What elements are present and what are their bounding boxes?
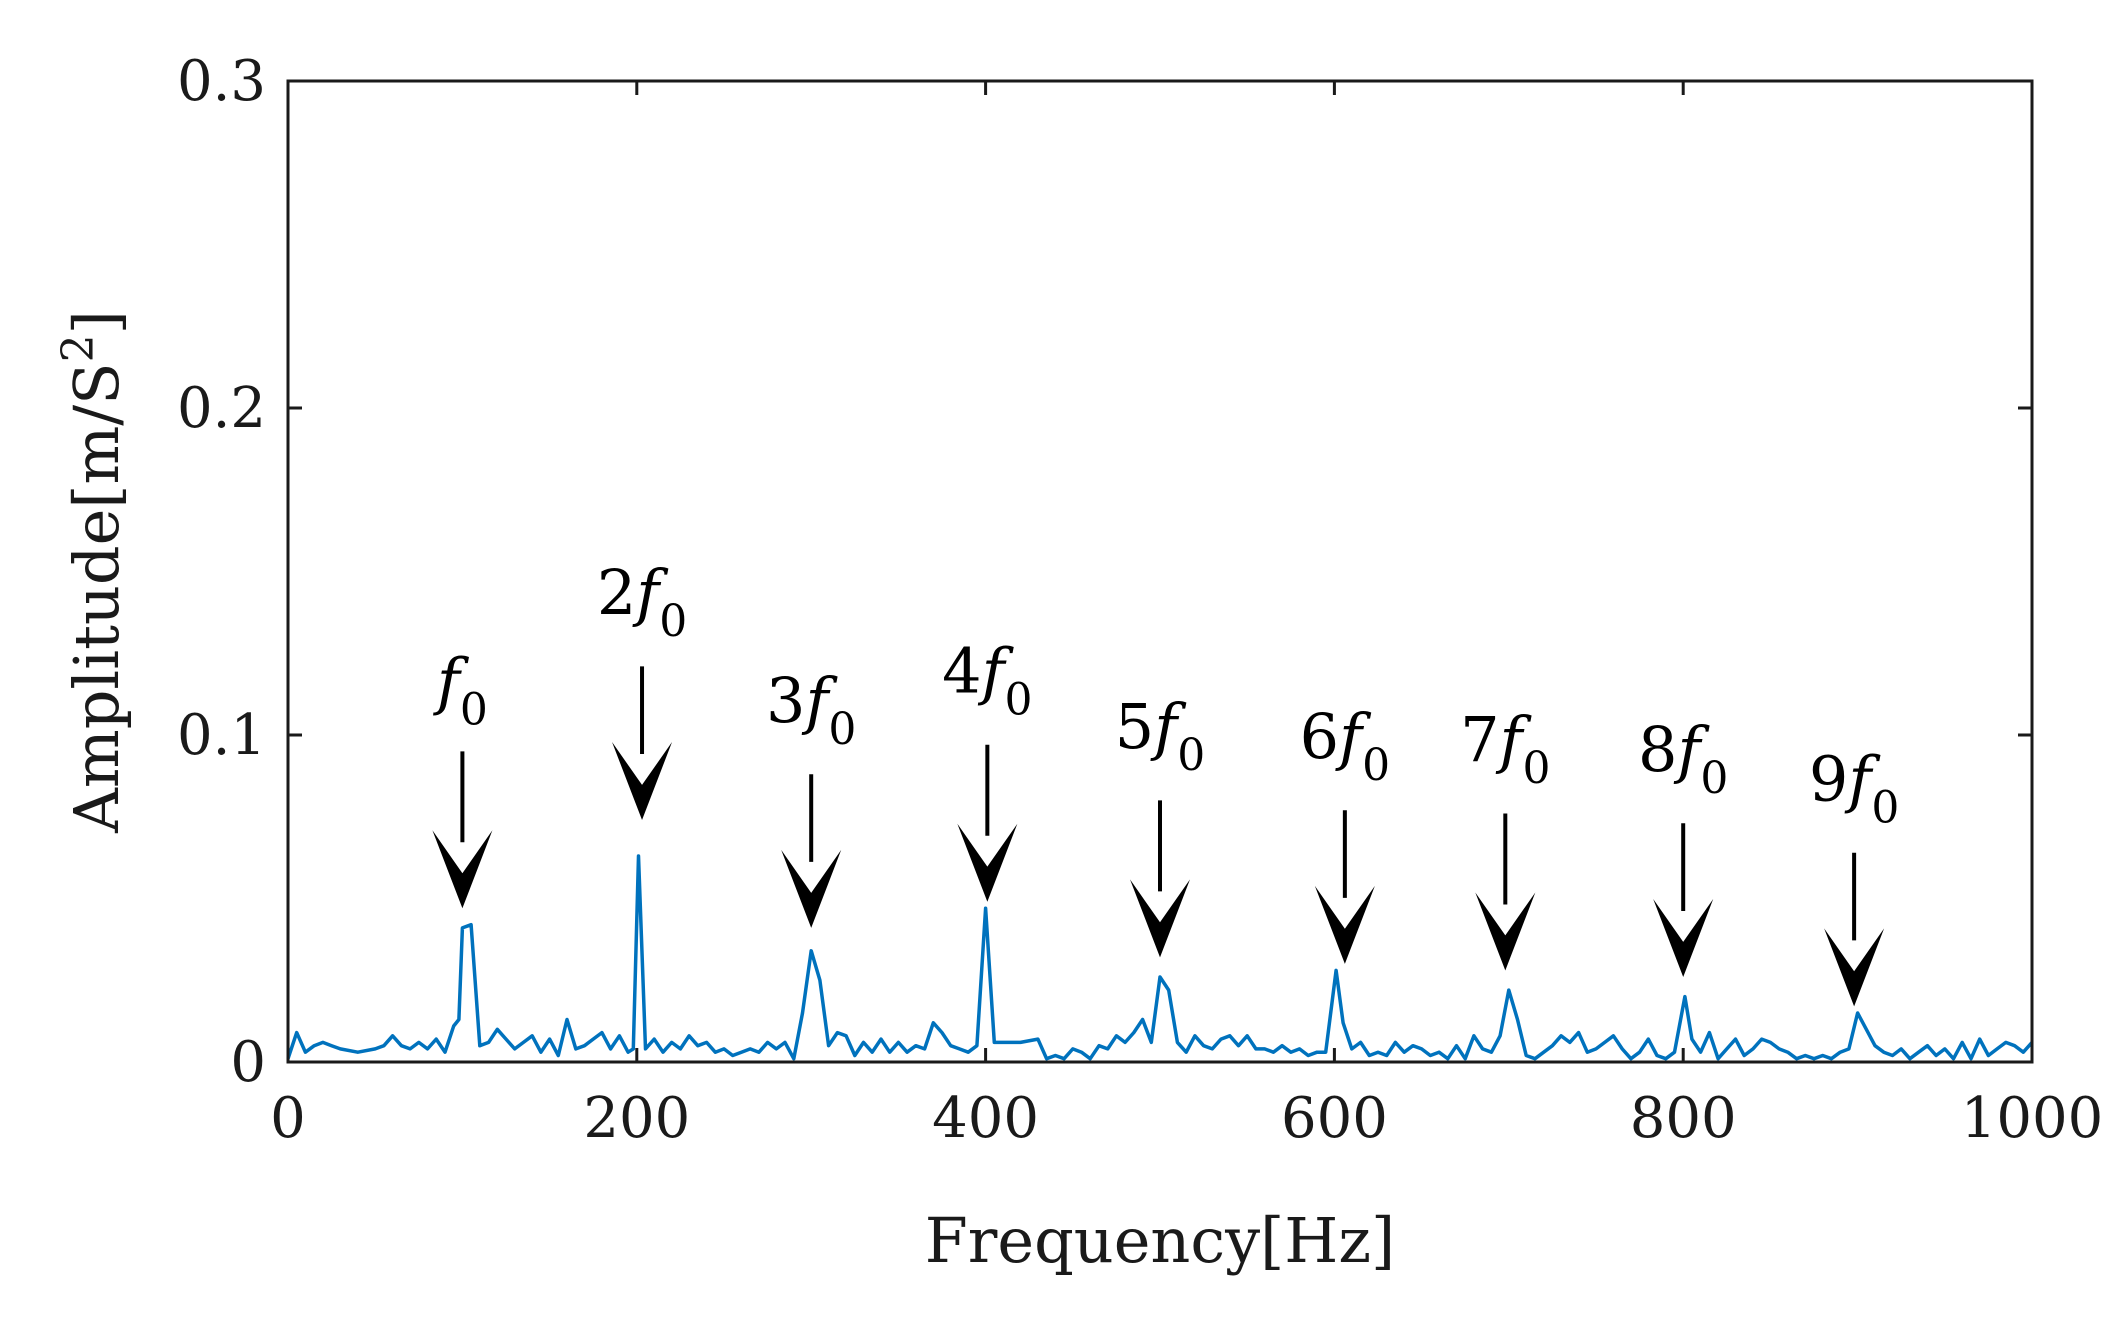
harmonic-subscript: 0	[1523, 743, 1551, 794]
harmonic-annotation: f0	[432, 644, 493, 909]
harmonic-annotation: 5f0	[1115, 690, 1205, 958]
harmonic-label: 5f0	[1115, 690, 1205, 781]
harmonic-annotation: 7f0	[1460, 703, 1551, 971]
y-tick-label: 0.3	[177, 49, 266, 114]
plot-frame	[286, 79, 2034, 1064]
harmonic-label: 7f0	[1460, 703, 1550, 794]
harmonic-subscript: 0	[828, 704, 856, 755]
x-tick-label: 600	[1281, 1086, 1388, 1151]
harmonic-subscript: 0	[460, 684, 488, 735]
harmonic-subscript: 0	[1005, 674, 1033, 725]
harmonic-label: 8f0	[1638, 713, 1728, 804]
harmonic-multiplier: 4	[942, 634, 981, 707]
harmonic-annotation: 8f0	[1638, 713, 1728, 977]
y-tick-label: 0	[230, 1030, 266, 1095]
harmonic-multiplier: 6	[1300, 700, 1339, 773]
y-axis-title-superscript: 2	[53, 334, 104, 362]
harmonic-annotation: 6f0	[1300, 700, 1390, 964]
y-axis-title: Amplitude[m/S2]	[53, 310, 134, 834]
y-tick-label: 0.2	[177, 376, 266, 441]
y-axis-title-main: Amplitude[m/S	[60, 362, 133, 833]
arrow-head	[1824, 928, 1885, 1007]
harmonic-multiplier: 2	[597, 556, 636, 629]
arrow-head	[1653, 898, 1714, 977]
y-axis-title-end: ]	[60, 310, 133, 334]
harmonic-subscript: 0	[1362, 740, 1390, 791]
harmonic-label: 9f0	[1809, 742, 1899, 833]
arrow-head	[432, 830, 493, 909]
x-axis-title: Frequency[Hz]	[925, 1204, 1395, 1277]
harmonic-multiplier: 9	[1809, 742, 1848, 815]
series-line	[286, 854, 2034, 1061]
harmonic-multiplier: 7	[1460, 703, 1499, 776]
axes-layer	[286, 79, 2034, 1064]
x-tick-label: 0	[270, 1086, 306, 1151]
harmonic-label: 6f0	[1300, 700, 1390, 791]
x-tick-label: 1000	[1961, 1086, 2104, 1151]
arrow-head	[1475, 892, 1536, 971]
harmonic-annotation: 2f0	[597, 556, 687, 821]
harmonic-label: 2f0	[597, 556, 687, 647]
harmonic-subscript: 0	[659, 596, 687, 647]
arrow-head	[957, 823, 1018, 902]
harmonic-annotation: 4f0	[942, 634, 1033, 902]
harmonic-label: f0	[433, 644, 488, 735]
harmonic-multiplier: 8	[1638, 713, 1677, 786]
series-layer	[286, 854, 2034, 1061]
x-tick-label: 200	[583, 1086, 690, 1151]
harmonic-multiplier: 5	[1115, 690, 1154, 763]
harmonic-label: 3f0	[766, 664, 856, 755]
x-tick-label: 800	[1630, 1086, 1737, 1151]
arrow-head	[1314, 885, 1375, 964]
arrow-head	[781, 849, 842, 928]
arrow-head	[1130, 879, 1190, 958]
harmonic-subscript: 0	[1871, 782, 1899, 833]
harmonic-subscript: 0	[1177, 730, 1205, 781]
annotation-layer: f0 2f0 3f0 4f0 5f0 6f0 7f0 8f0 9f0	[432, 556, 1899, 1007]
harmonic-subscript: 0	[1700, 753, 1728, 804]
harmonic-annotation: 9f0	[1809, 742, 1899, 1007]
harmonic-multiplier: 3	[766, 664, 805, 737]
arrow-head	[612, 742, 673, 821]
harmonic-label: 4f0	[942, 634, 1032, 725]
y-tick-label: 0.1	[177, 703, 266, 768]
x-tick-label: 400	[932, 1086, 1039, 1151]
harmonic-annotation: 3f0	[766, 664, 856, 928]
